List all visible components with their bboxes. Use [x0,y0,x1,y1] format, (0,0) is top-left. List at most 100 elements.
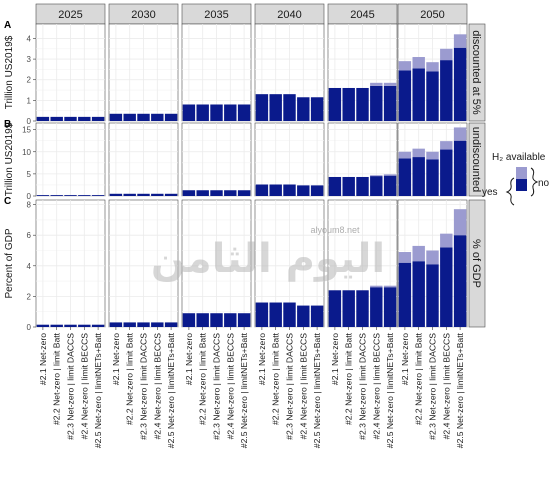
bar-C-2030-5-yes [164,322,178,327]
bar-B-2050-2-yes [412,157,425,196]
legend-swatch-yes [516,179,527,191]
bar-A-2035-3-yes [210,104,223,121]
row-strip-label-A: discounted at 5% [470,30,482,115]
bar-A-2025-3-yes [64,116,77,121]
y-tick-label: 8 [27,201,32,210]
y-tick-label: 2 [27,76,32,85]
watermark-url: alyoum8.net [310,225,360,235]
bar-A-2045-5-yes [383,85,397,121]
bar-B-2025-5-yes [91,195,105,196]
y-tick-label: 2 [27,292,32,301]
bar-A-2035-4-yes [224,104,237,121]
bar-B-2030-5-yes [164,193,178,196]
bar-C-2050-5-yes [453,235,467,327]
bar-B-2030-1-yes [109,193,123,196]
x-tick-label: #2.2 Net-zero | limit Batt [198,332,208,425]
x-tick-label: #2.2 Net-zero | limit Batt [271,332,281,425]
x-tick-label: #2.4 Net-zero | limit BECCS [298,333,308,440]
bar-C-2045-2-yes [342,290,355,327]
bar-C-2045-5-yes [383,287,397,327]
y-axis-label-C: Percent of GDP [4,228,15,298]
bar-B-2045-5-no [383,174,397,176]
bar-B-2035-3-yes [210,190,223,196]
y-tick-label: 1 [27,96,32,105]
bar-C-2050-3-yes [426,264,439,327]
bar-B-2025-1-yes [36,195,50,196]
legend-brace-yes [505,177,515,206]
bar-B-2025-4-yes [78,195,91,196]
bar-C-2045-4-no [370,285,383,288]
legend: H₂ available no yes [482,152,550,206]
bar-B-2045-4-no [370,175,383,177]
bar-B-2025-3-yes [64,195,77,196]
bar-A-2030-5-yes [164,113,178,121]
facet-strip-label-2040: 2040 [277,9,301,21]
bar-A-2050-5-yes [453,47,467,122]
bar-A-2045-3-yes [356,87,369,121]
bar-A-2035-1-yes [182,104,196,121]
bar-C-2025-3-yes [64,324,77,327]
bar-C-2050-4-no [440,233,453,248]
bar-B-2050-1-yes [398,158,412,196]
bar-C-2050-1-yes [398,262,412,327]
x-tick-label: #2.3 Net-zero | limit DACCS [428,333,438,440]
bar-C-2045-5-no [383,285,397,288]
bar-B-2045-2-yes [342,176,355,196]
bar-C-2030-1-yes [109,322,123,327]
bar-A-2045-1-yes [328,87,342,121]
bar-A-2035-2-yes [196,104,209,121]
x-tick-label: #2.5 Net-zero | limitNETs+Batt [312,332,322,448]
bar-B-2030-2-yes [123,193,136,196]
bar-B-2045-3-yes [356,176,369,196]
y-tick-label: 0 [27,117,32,126]
bar-A-2050-5-no [453,34,467,48]
x-tick-label: #2.3 Net-zero | limit DACCS [285,333,295,440]
x-tick-label: #2.3 Net-zero | limit DACCS [212,333,222,440]
x-tick-label: #2.1 Net-zero [400,333,410,385]
bar-C-2025-1-yes [36,324,50,327]
panel-tag-B: B [4,119,11,130]
bar-C-2025-4-yes [78,324,91,327]
x-tick-label: #2.3 Net-zero | limit DACCS [139,333,149,440]
watermark-text: اليوم الثامن [151,236,385,282]
facet-strip-label-2035: 2035 [204,9,228,21]
bar-C-2045-4-yes [370,287,383,327]
y-axis-label-A: Trillion US2019$ [4,35,15,109]
x-tick-label: #2.4 Net-zero | limit BECCS [371,333,381,440]
y-tick-label: 0 [27,323,32,332]
watermark: اليوم الثامن alyoum8.net [151,225,385,282]
bar-C-2025-5-yes [91,324,105,327]
facet-strip-label-2030: 2030 [131,9,155,21]
bar-C-2050-2-yes [412,261,425,327]
bar-B-2035-2-yes [196,190,209,196]
y-tick-label: 5 [27,170,32,179]
bar-C-2040-3-yes [283,302,296,327]
x-tick-label: #2.3 Net-zero | limit DACCS [66,333,76,440]
row-strip-B [468,122,486,197]
bar-B-2045-5-yes [383,175,397,196]
legend-brace-no [530,167,539,197]
bar-A-2040-4-yes [297,97,310,121]
y-tick-label: 10 [22,148,31,157]
panel-tag-C: C [4,196,11,207]
bar-C-2045-1-yes [328,290,342,327]
facet-strip-label-2050: 2050 [420,9,444,21]
bar-B-2045-4-yes [370,176,383,196]
bar-C-2050-2-no [412,245,425,262]
bar-A-2045-4-yes [370,85,383,121]
bar-A-2050-3-no [426,62,439,72]
y-tick-label: 0 [27,192,32,201]
bar-A-2025-5-yes [91,116,105,121]
bar-B-2050-4-yes [440,149,453,196]
x-tick-label: #2.4 Net-zero | limit BECCS [152,333,162,440]
bar-A-2025-2-yes [50,116,63,121]
facet-strip-label-2025: 2025 [58,9,82,21]
bar-A-2030-4-yes [151,113,164,121]
bar-B-2040-3-yes [283,184,296,196]
y-tick-label: 4 [27,34,32,43]
bar-A-2025-1-yes [36,116,50,121]
bar-C-2050-5-no [453,209,467,236]
row-strip-label-C: % of GDP [470,239,482,288]
x-tick-label: #2.5 Net-zero | limitNETs+Batt [385,332,395,448]
